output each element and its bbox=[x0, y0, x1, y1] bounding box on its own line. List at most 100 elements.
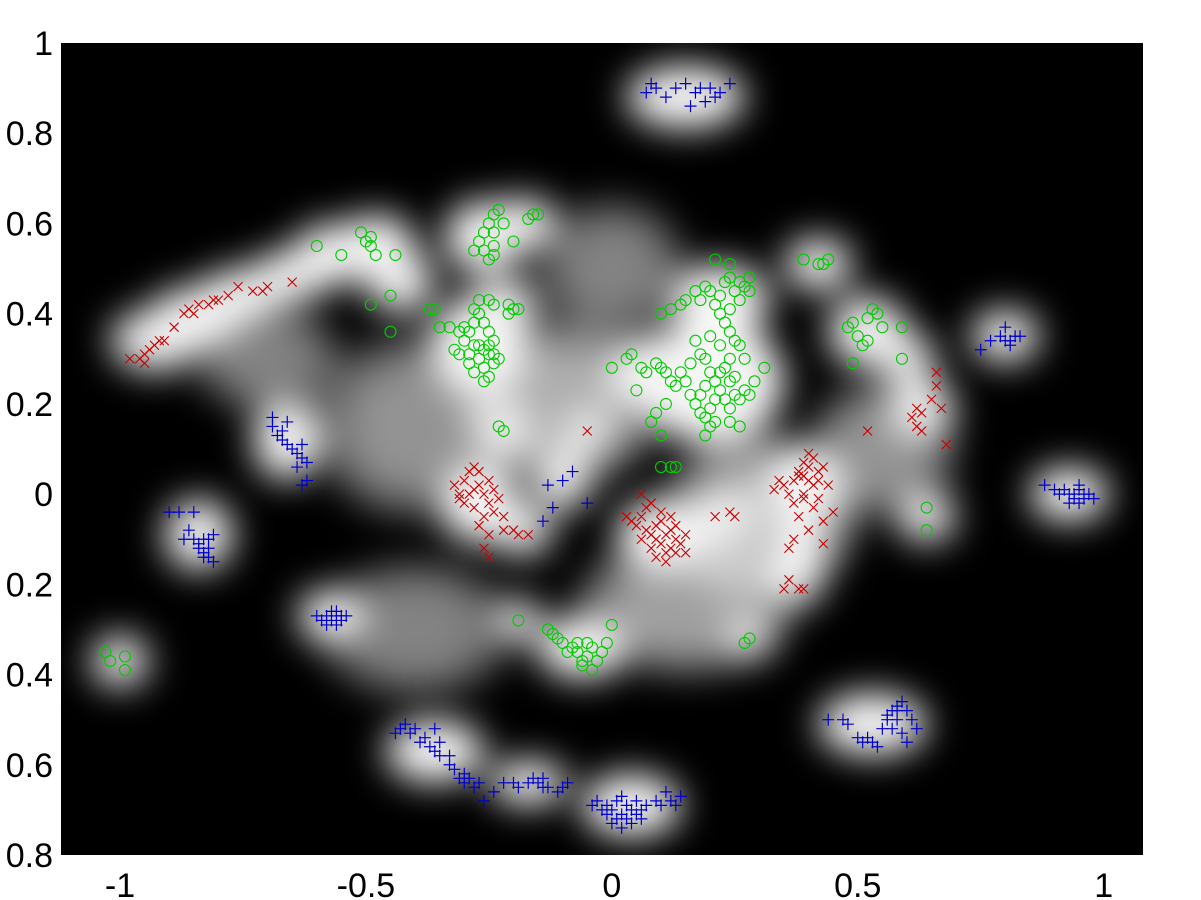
x-point-38 bbox=[474, 520, 484, 531]
density-core-36 bbox=[551, 625, 614, 670]
x-point-100 bbox=[798, 489, 809, 499]
circle-point-47 bbox=[477, 375, 491, 388]
circle-point-131 bbox=[723, 271, 736, 284]
circle-point-76 bbox=[669, 379, 682, 392]
x-point-6 bbox=[159, 335, 170, 346]
x-tick-label: 0 bbox=[602, 867, 621, 900]
plus-point-143 bbox=[536, 772, 549, 785]
x-point-80 bbox=[646, 498, 657, 509]
plus-point-139 bbox=[541, 781, 554, 794]
density-core-24 bbox=[99, 642, 141, 680]
x-point-32 bbox=[469, 502, 480, 513]
plus-point-101 bbox=[905, 713, 918, 726]
circle-point-163 bbox=[846, 357, 859, 370]
circle-point-102 bbox=[748, 375, 761, 388]
x-point-53 bbox=[636, 511, 647, 522]
circle-point-140 bbox=[738, 352, 751, 365]
circle-point-21 bbox=[487, 239, 500, 253]
plus-point-126 bbox=[458, 776, 471, 789]
x-point-66 bbox=[646, 543, 657, 554]
x-point-84 bbox=[769, 484, 780, 495]
circle-point-149 bbox=[797, 253, 810, 266]
plus-point-142 bbox=[561, 776, 574, 789]
circle-point-10 bbox=[384, 325, 397, 338]
plus-point-26 bbox=[291, 461, 304, 474]
circle-point-29 bbox=[443, 321, 456, 334]
circle-point-101 bbox=[743, 388, 756, 401]
circle-point-164 bbox=[895, 352, 909, 365]
circle-point-138 bbox=[733, 339, 746, 352]
circle-point-150 bbox=[812, 257, 825, 271]
circle-point-82 bbox=[699, 379, 712, 392]
plus-point-19 bbox=[281, 415, 294, 428]
plus-point-168 bbox=[615, 821, 628, 834]
circle-point-95 bbox=[694, 348, 707, 361]
circle-point-124 bbox=[704, 285, 717, 298]
plus-point-61 bbox=[536, 515, 549, 528]
x-point-116 bbox=[823, 480, 834, 490]
plus-point-103 bbox=[886, 722, 899, 735]
x-point-107 bbox=[818, 516, 829, 527]
circle-point-20 bbox=[477, 244, 491, 257]
circle-point-7 bbox=[389, 248, 402, 262]
circle-point-15 bbox=[487, 226, 500, 239]
circle-point-103 bbox=[728, 388, 741, 401]
x-point-8 bbox=[169, 322, 180, 333]
circle-point-152 bbox=[822, 253, 835, 266]
x-tick-label: -0.5 bbox=[337, 867, 396, 900]
circle-point-181 bbox=[600, 636, 613, 650]
x-point-28 bbox=[479, 489, 489, 499]
plus-point-81 bbox=[999, 321, 1012, 334]
plus-point-56 bbox=[330, 618, 343, 631]
plus-point-104 bbox=[896, 727, 909, 740]
circle-point-98 bbox=[728, 370, 741, 383]
y-tick-label: 1 bbox=[34, 25, 53, 63]
x-point-104 bbox=[793, 511, 804, 522]
plus-point-15 bbox=[266, 420, 279, 433]
plus-point-111 bbox=[399, 718, 412, 731]
plus-point-158 bbox=[600, 808, 613, 821]
plus-point-4 bbox=[679, 77, 692, 90]
plus-point-9 bbox=[723, 77, 736, 90]
circle-point-51 bbox=[463, 357, 476, 370]
plus-point-128 bbox=[473, 776, 486, 789]
x-point-16 bbox=[223, 290, 234, 301]
y-tick-label: 0.8 bbox=[6, 115, 53, 153]
x-point-73 bbox=[670, 520, 681, 531]
plus-point-165 bbox=[674, 790, 687, 803]
plus-point-99 bbox=[896, 695, 909, 708]
circle-point-129 bbox=[713, 289, 727, 302]
x-point-86 bbox=[779, 480, 789, 490]
circle-point-148 bbox=[743, 271, 756, 284]
x-point-95 bbox=[793, 471, 804, 481]
plus-point-30 bbox=[173, 506, 186, 519]
circle-point-135 bbox=[743, 285, 756, 298]
x-point-102 bbox=[798, 493, 809, 504]
x-tick-label: -1 bbox=[105, 867, 135, 900]
x-point-12 bbox=[193, 299, 204, 310]
plus-point-44 bbox=[177, 533, 190, 546]
y-tick-label: 0.6 bbox=[6, 205, 53, 243]
x-point-61 bbox=[656, 516, 666, 527]
y-tick-label: 0 bbox=[34, 476, 53, 514]
density-core-9 bbox=[444, 310, 514, 380]
x-point-98 bbox=[818, 462, 829, 472]
plus-point-31 bbox=[187, 506, 200, 519]
circle-point-62 bbox=[512, 303, 525, 316]
density-core-22 bbox=[174, 509, 223, 560]
plus-point-60 bbox=[541, 479, 554, 492]
density-core-11 bbox=[644, 75, 727, 120]
x-point-17 bbox=[233, 281, 243, 292]
plus-point-62 bbox=[546, 501, 559, 514]
circle-point-107 bbox=[723, 415, 736, 428]
x-point-37 bbox=[493, 493, 504, 504]
x-point-79 bbox=[636, 489, 647, 499]
plus-point-166 bbox=[659, 785, 672, 798]
circle-point-53 bbox=[448, 343, 461, 356]
plus-point-162 bbox=[655, 799, 668, 812]
plus-point-94 bbox=[871, 740, 884, 753]
y-tick-label: 0.2 bbox=[6, 566, 53, 604]
x-point-94 bbox=[798, 457, 809, 468]
x-point-5 bbox=[154, 335, 165, 346]
plus-point-74 bbox=[1077, 492, 1090, 505]
